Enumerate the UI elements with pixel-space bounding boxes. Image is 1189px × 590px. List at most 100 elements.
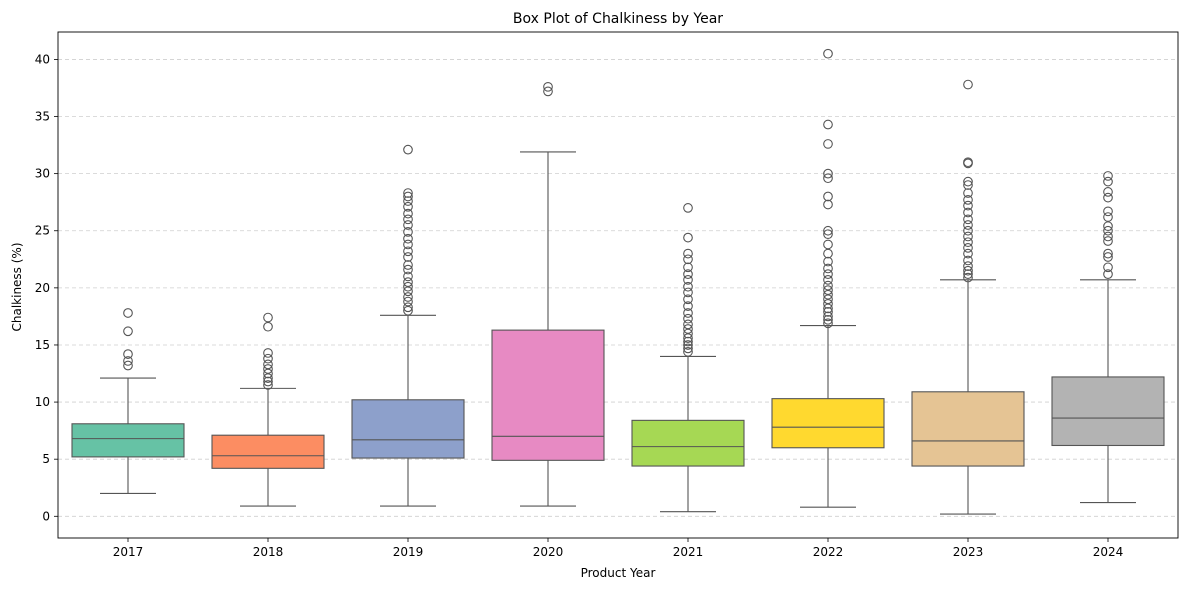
outlier-point [683, 287, 693, 298]
outlier-point [403, 233, 413, 244]
iqr-box [211, 434, 325, 469]
box-group-2022 [771, 48, 885, 508]
outlier-point [123, 326, 133, 337]
x-tick-label: 2019 [393, 545, 424, 559]
outlier-point [963, 207, 973, 218]
outlier-point [403, 188, 413, 198]
x-tick-label: 2018 [253, 545, 284, 559]
outlier-point [123, 360, 133, 371]
outlier-point [403, 214, 413, 225]
outlier-point [1103, 192, 1113, 203]
outlier-point [963, 200, 973, 211]
outlier-point [963, 269, 973, 279]
outlier-point [683, 346, 693, 357]
outlier-point [823, 280, 833, 291]
outlier-point [263, 321, 273, 332]
outlier-point [963, 261, 973, 272]
iqr-box [911, 391, 1025, 467]
outlier-point [963, 237, 973, 248]
box-group-2021 [631, 203, 745, 513]
outlier-point [403, 281, 413, 292]
outlier-point [1103, 269, 1113, 279]
outlier-point [1103, 252, 1113, 262]
outlier-point [683, 254, 693, 265]
box-group-2024 [1051, 171, 1165, 504]
y-tick-label: 5 [42, 452, 50, 466]
box-group-2020 [491, 81, 605, 507]
outlier-point [683, 248, 693, 259]
outlier-point [823, 48, 833, 59]
box-group-2018 [211, 312, 325, 507]
outlier-point [263, 312, 273, 323]
outlier-point [683, 269, 693, 279]
axes: 0 5 10 15 20 25 30 35 40 2017 2018 2019 2020 2021 2022… [35, 31, 1179, 559]
x-tick-label: 2022 [813, 545, 844, 559]
y-tick-label: 20 [35, 281, 50, 295]
iqr-box [1051, 376, 1165, 447]
y-tick-label: 40 [35, 52, 50, 66]
outlier-point [963, 195, 973, 205]
outlier-point [683, 275, 693, 285]
outlier-point [403, 277, 413, 287]
outlier-point [823, 239, 833, 250]
y-tick-label: 0 [42, 509, 50, 523]
outlier-point [823, 173, 833, 184]
outlier-point [823, 263, 833, 274]
x-axis-label: Product Year [581, 566, 656, 580]
outlier-point [963, 248, 973, 259]
outlier-point [823, 248, 833, 259]
outlier-point [823, 191, 833, 202]
outlier-point [823, 168, 833, 179]
outlier-point [1103, 231, 1113, 242]
y-axis-label: Chalkiness (%) [10, 242, 24, 331]
outlier-point [263, 359, 273, 370]
outlier-point [823, 306, 833, 317]
outlier-point [683, 343, 693, 354]
outlier-point [123, 349, 133, 359]
outlier-point [403, 302, 413, 313]
y-tick-label: 15 [35, 338, 50, 352]
outlier-point [683, 294, 693, 305]
outlier-point [1103, 171, 1113, 181]
iqr-box [351, 399, 465, 459]
outlier-point [263, 376, 273, 387]
outlier-point [963, 272, 973, 283]
y-tick-label: 35 [35, 110, 50, 124]
outlier-point [963, 243, 973, 253]
outlier-point [403, 239, 413, 250]
outlier-point [403, 264, 413, 275]
outlier-point [543, 86, 553, 97]
outlier-point [403, 296, 413, 307]
outlier-point [403, 246, 413, 257]
outlier-point [123, 356, 133, 366]
iqr-box [71, 423, 185, 458]
outlier-point [683, 203, 693, 213]
x-tick-label: 2021 [673, 545, 704, 559]
iqr-box [771, 398, 885, 449]
outlier-point [823, 285, 833, 295]
outlier-point [963, 255, 973, 266]
chart-title: Box Plot of Chalkiness by Year [513, 11, 723, 27]
outlier-point [1103, 236, 1113, 246]
outlier-point [683, 262, 693, 273]
outlier-point [263, 380, 273, 390]
outlier-point [823, 119, 833, 130]
outlier-point [683, 319, 693, 330]
x-tick-label: 2020 [533, 545, 564, 559]
outlier-point [683, 232, 693, 243]
outlier-point [683, 313, 693, 324]
box-group-2023 [911, 79, 1025, 515]
outlier-point [263, 364, 273, 374]
outlier-point [1103, 187, 1113, 197]
outlier-point [403, 208, 413, 219]
outlier-point [263, 348, 273, 358]
outlier-point [823, 225, 833, 236]
outlier-point [543, 81, 553, 92]
outlier-point [823, 311, 833, 322]
x-tick-label: 2023 [953, 545, 984, 559]
outlier-point [683, 324, 693, 334]
y-tick-label: 10 [35, 395, 50, 409]
iqr-box [491, 329, 605, 461]
outlier-point [823, 199, 833, 210]
